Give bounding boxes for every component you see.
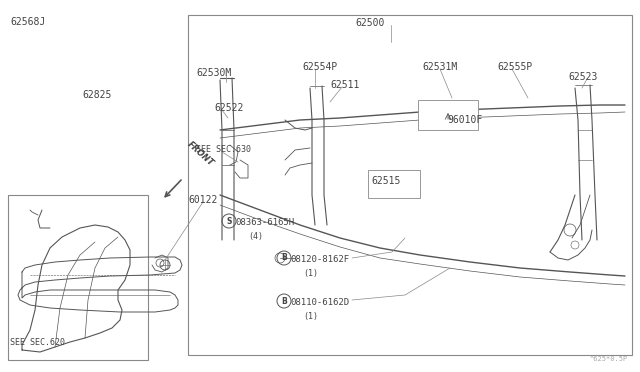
Text: 62522: 62522 <box>214 103 243 113</box>
Text: 62515: 62515 <box>371 176 401 186</box>
Text: B: B <box>281 296 287 305</box>
Text: 60122: 60122 <box>188 195 218 205</box>
Text: SEE SEC.620: SEE SEC.620 <box>10 338 65 347</box>
Bar <box>418 100 478 130</box>
Text: (1): (1) <box>303 269 318 278</box>
Text: SEE SEC.630: SEE SEC.630 <box>196 145 251 154</box>
Bar <box>8 195 148 360</box>
Text: 62568J: 62568J <box>10 17 45 27</box>
Text: 62511: 62511 <box>330 80 360 90</box>
Text: 62825: 62825 <box>82 90 111 100</box>
Text: B: B <box>281 253 287 263</box>
Text: 62530M: 62530M <box>196 68 231 78</box>
Text: 62555P: 62555P <box>497 62 532 72</box>
Text: (4): (4) <box>248 232 263 241</box>
Text: 62531M: 62531M <box>422 62 457 72</box>
Text: 62500: 62500 <box>355 18 385 28</box>
Bar <box>188 15 632 355</box>
Text: 08110-6162D: 08110-6162D <box>290 298 349 307</box>
Text: 62554P: 62554P <box>302 62 337 72</box>
Text: ^625*0.5P: ^625*0.5P <box>589 356 628 362</box>
Text: (1): (1) <box>303 312 318 321</box>
Text: S: S <box>227 217 232 225</box>
Text: 08363-6165H: 08363-6165H <box>235 218 294 227</box>
Text: 08120-8162F: 08120-8162F <box>290 255 349 264</box>
Text: 96010F: 96010F <box>447 115 483 125</box>
Bar <box>368 170 420 198</box>
Text: FRONT: FRONT <box>185 140 215 168</box>
Text: 62523: 62523 <box>568 72 597 82</box>
